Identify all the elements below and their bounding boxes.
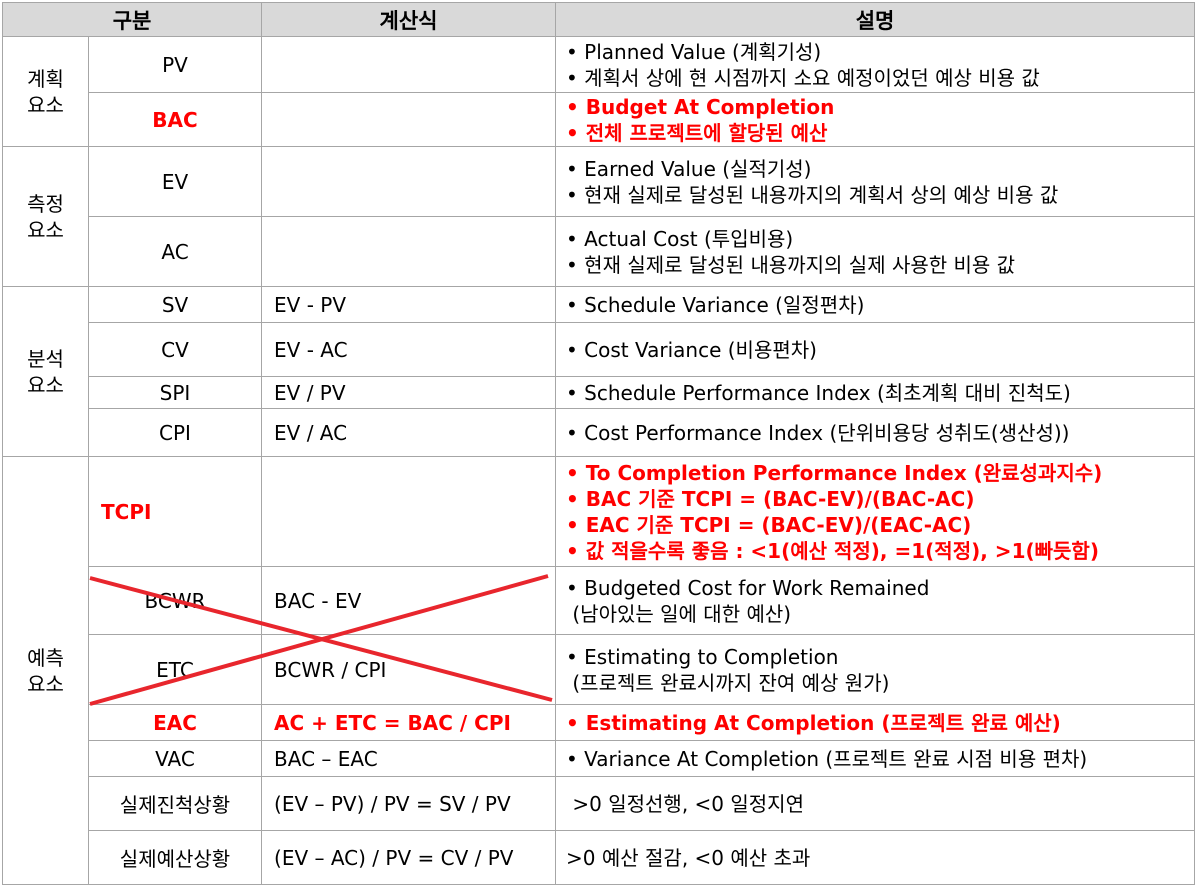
item-description: • Planned Value (계획기성) • 계획서 상에 현 시점까지 소요… [555, 36, 1196, 93]
table-row: CPI EV / AC • Cost Performance Index (단위… [3, 408, 1196, 457]
item-description: • Variance At Completion (프로젝트 완료 시점 비용 … [555, 740, 1196, 777]
table-row: ETC BCWR / CPI • Estimating to Completio… [3, 634, 1196, 705]
item-formula: EV / AC [261, 408, 557, 457]
item-formula: AC + ETC = BAC / CPI [261, 704, 557, 741]
item-name: SV [87, 286, 263, 323]
item-description: • Schedule Variance (일정편차) [555, 286, 1196, 323]
header-category: 구분 [1, 2, 263, 37]
item-description: • Estimating to Completion (프로젝트 완료시까지 잔… [555, 634, 1196, 705]
item-description: >0 예산 절감, <0 예산 초과 [555, 830, 1196, 885]
table-row: BAC • Budget At Completion • 전체 프로젝트에 할당된… [3, 92, 1196, 147]
table-row: 실제예산상황 (EV – AC) / PV = CV / PV >0 예산 절감… [3, 830, 1196, 885]
table-row: BCWR BAC - EV • Budgeted Cost for Work R… [3, 566, 1196, 635]
table-row: VAC BAC – EAC • Variance At Completion (… [3, 740, 1196, 777]
item-name: VAC [87, 740, 263, 777]
item-name: CV [87, 322, 263, 377]
header-description: 설명 [555, 2, 1196, 37]
table-row: 실제진척상황 (EV – PV) / PV = SV / PV >0 일정선행,… [3, 776, 1196, 831]
item-name: ETC [87, 634, 263, 705]
group-analysis: 분석 요소 [2, 286, 89, 457]
item-formula [261, 146, 557, 217]
item-formula: EV / PV [261, 376, 557, 409]
item-formula: EV - AC [261, 322, 557, 377]
item-name: TCPI [87, 456, 263, 567]
item-description: • Schedule Performance Index (최초계획 대비 진척… [555, 376, 1196, 409]
item-description: • Estimating At Completion (프로젝트 완료 예산) [555, 704, 1196, 741]
table-row: 계획 요소 PV • Planned Value (계획기성) • 계획서 상에 … [2, 36, 1196, 147]
table-row: CV EV - AC • Cost Variance (비용편차) [3, 322, 1196, 377]
item-name: SPI [87, 376, 263, 409]
item-formula [261, 36, 557, 93]
item-description: • Budget At Completion • 전체 프로젝트에 할당된 예산 [555, 92, 1196, 147]
header-formula: 계산식 [261, 2, 557, 37]
item-description: • Cost Performance Index (단위비용당 성취도(생산성)… [555, 408, 1196, 457]
table-row: 예측 요소 TCPI • To Completion Performance I… [2, 456, 1196, 885]
item-name: BCWR [87, 566, 263, 635]
item-description: • Earned Value (실적기성) • 현재 실제로 달성된 내용까지의 … [555, 146, 1196, 217]
item-formula [261, 92, 557, 147]
item-formula: EV - PV [261, 286, 557, 323]
item-name: PV [87, 36, 263, 93]
item-description: >0 일정선행, <0 일정지연 [555, 776, 1196, 831]
item-name: 실제진척상황 [87, 776, 263, 831]
item-description: • Actual Cost (투입비용) • 현재 실제로 달성된 내용까지의 실… [555, 216, 1196, 287]
group-measure: 측정 요소 [2, 146, 89, 287]
group-forecast: 예측 요소 [2, 456, 89, 885]
item-formula: BCWR / CPI [261, 634, 557, 705]
item-description: • Cost Variance (비용편차) [555, 322, 1196, 377]
item-name: AC [87, 216, 263, 287]
item-name: BAC [87, 92, 263, 147]
item-formula: BAC – EAC [261, 740, 557, 777]
item-formula [261, 216, 557, 287]
table-row: SPI EV / PV • Schedule Performance Index… [3, 376, 1196, 409]
item-name: CPI [87, 408, 263, 457]
item-name: EAC [87, 704, 263, 741]
table-row: 측정 요소 EV • Earned Value (실적기성) • 현재 실제로 달… [2, 146, 1196, 287]
item-formula [261, 456, 557, 567]
table-row: 분석 요소 SV EV - PV • Schedule Variance (일정… [2, 286, 1196, 457]
item-description: • To Completion Performance Index (완료성과지… [555, 456, 1196, 567]
header-row: 구분 계산식 설명 [1, 2, 1196, 37]
item-description: • Budgeted Cost for Work Remained (남아있는 … [555, 566, 1196, 635]
item-name: EV [87, 146, 263, 217]
item-formula: BAC - EV [261, 566, 557, 635]
table-row: AC • Actual Cost (투입비용) • 현재 실제로 달성된 내용까지… [3, 216, 1196, 287]
item-name: 실제예산상황 [87, 830, 263, 885]
item-formula: (EV – AC) / PV = CV / PV [261, 830, 557, 885]
table-row: EAC AC + ETC = BAC / CPI • Estimating At… [3, 704, 1196, 741]
item-formula: (EV – PV) / PV = SV / PV [261, 776, 557, 831]
group-plan: 계획 요소 [2, 36, 89, 147]
